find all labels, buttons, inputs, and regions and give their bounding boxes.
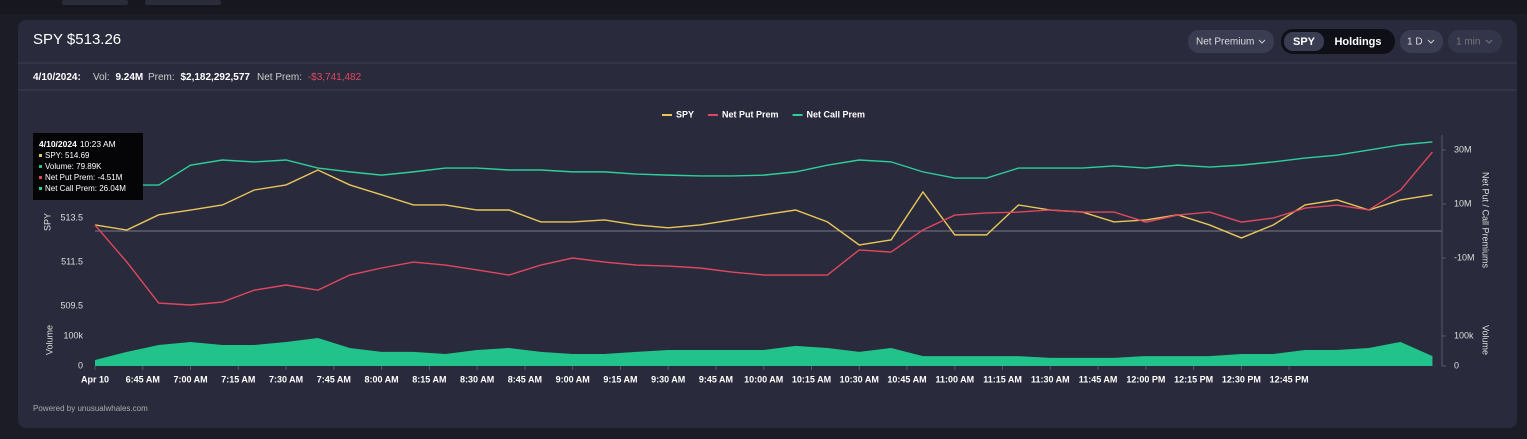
- x-tick-label: 12:00 PM: [1126, 374, 1165, 384]
- x-tick-label: 9:00 AM: [556, 374, 590, 384]
- footer: Powered by unusualwhales.com: [33, 404, 148, 413]
- y-tick-label: 513.5: [60, 212, 83, 222]
- x-tick-label: 10:45 AM: [887, 374, 926, 384]
- chevron: [1258, 39, 1266, 44]
- summary-value: $2,182,292,577: [180, 72, 250, 83]
- summary-label: Net Prem:: [257, 72, 302, 83]
- legend: SPY Net Put Prem Net Call Prem: [662, 109, 865, 119]
- tooltip-date: 4/10/2024: [39, 139, 77, 149]
- series-line: [94, 151, 1433, 306]
- chevron: [1427, 39, 1435, 44]
- summary: 4/10/2024: Vol: 9.24M Prem: $2,182,292,5…: [33, 72, 362, 83]
- dropdown-label[interactable]: 1 min: [1456, 37, 1480, 48]
- series-line: [94, 169, 1433, 246]
- x-tick-label: 8:00 AM: [365, 374, 399, 384]
- tooltip-box: [33, 133, 143, 200]
- tooltip-time: 10:23 AM: [80, 139, 116, 149]
- tooltip-line: Volume: 79.89K: [45, 162, 102, 171]
- x-tick-label: 10:00 AM: [744, 374, 783, 384]
- tooltip: 4/10/2024 10:23 AM SPY: 514.69 Volume: 79.8…: [33, 133, 143, 200]
- x-tick-label: 7:00 AM: [173, 374, 207, 384]
- y-axis-label: SPY: [42, 213, 52, 231]
- dropdown[interactable]: [1400, 30, 1443, 53]
- volume-tick-label: 100k: [63, 330, 83, 340]
- x-tick-label: 11:15 AM: [983, 374, 1022, 384]
- panel: [18, 20, 1517, 428]
- top-button[interactable]: [62, 0, 128, 5]
- x-tick-label: 9:45 AM: [699, 374, 733, 384]
- x-tick-label: 7:15 AM: [221, 374, 255, 384]
- volume-tick-label: 0: [1454, 360, 1459, 370]
- x-tick-label: 11:45 AM: [1079, 374, 1118, 384]
- x-tick-label: 7:30 AM: [269, 374, 303, 384]
- dropdown[interactable]: [1188, 30, 1274, 53]
- y2-tick-label: 30M: [1454, 144, 1472, 154]
- dropdown-label[interactable]: Net Premium: [1196, 37, 1254, 48]
- tooltip-line: Net Call Prem: 26.04M: [45, 184, 126, 193]
- x-tick-label: 8:45 AM: [508, 374, 542, 384]
- toggle-selected[interactable]: [1284, 32, 1324, 51]
- volume-area: [95, 338, 1433, 366]
- x-tick-label: 10:15 AM: [792, 374, 831, 384]
- y-tick-label: 509.5: [60, 300, 83, 310]
- summary-date: 4/10/2024:: [33, 72, 81, 83]
- dropdown-label[interactable]: 1 D: [1407, 37, 1423, 48]
- toggle-option[interactable]: SPY: [1293, 36, 1316, 48]
- y2-tick-label: 10M: [1454, 198, 1472, 208]
- toggle-option[interactable]: Holdings: [1334, 36, 1381, 48]
- x-tick-label: 11:30 AM: [1031, 374, 1070, 384]
- summary-label: Vol:: [93, 72, 110, 83]
- x-tick-label: 12:15 PM: [1174, 374, 1213, 384]
- x-tick-label: 12:30 PM: [1222, 374, 1261, 384]
- summary-value: 9.24M: [115, 72, 143, 83]
- x-tick-label: 6:45 AM: [126, 374, 160, 384]
- volume-tick-label: 100k: [1454, 330, 1474, 340]
- legend-label: Net Put Prem: [722, 109, 779, 119]
- tooltip-bullet: [39, 165, 42, 168]
- dropdown[interactable]: [1448, 30, 1502, 53]
- summary-label: Prem:: [148, 72, 175, 83]
- tooltip-line: SPY: 514.69: [45, 151, 90, 160]
- y2-tick-label: -10M: [1454, 252, 1475, 262]
- top-button[interactable]: [145, 0, 221, 5]
- x-tick-label: 7:45 AM: [317, 374, 351, 384]
- tooltip-title: 4/10/2024 10:23 AM: [39, 139, 116, 149]
- x-tick-label: 10:30 AM: [840, 374, 879, 384]
- y-tick-label: 511.5: [61, 256, 83, 266]
- tooltip-line: Net Put Prem: -4.51M: [45, 173, 123, 182]
- legend-label: SPY: [676, 109, 694, 119]
- x-tick-label: 12:45 PM: [1270, 374, 1309, 384]
- top-bar: [0, 0, 1527, 14]
- x-tick-label: 8:15 AM: [412, 374, 446, 384]
- x-tick-label: 8:30 AM: [460, 374, 494, 384]
- chevron: [1485, 39, 1493, 44]
- series-line: [94, 141, 1433, 186]
- title: SPY $513.26: [33, 31, 121, 48]
- x-tick-label: Apr 10: [81, 374, 109, 384]
- x-tick-label: 11:00 AM: [935, 374, 974, 384]
- x-tick-label: 9:15 AM: [603, 374, 637, 384]
- y2-axis-label: Net Put / Call Premiums: [1481, 172, 1491, 269]
- legend-label: Net Call Prem: [807, 109, 866, 119]
- tooltip-bullet: [39, 187, 42, 190]
- volume-axis-label: Volume: [44, 325, 54, 355]
- tooltip-bullet: [39, 176, 42, 179]
- tooltip-bullet: [39, 154, 42, 157]
- summary-value: -$3,741,482: [308, 72, 362, 83]
- volume-tick-label: 0: [78, 360, 83, 370]
- volume-axis-label: Volume: [1481, 325, 1491, 355]
- x-tick-label: 9:30 AM: [651, 374, 685, 384]
